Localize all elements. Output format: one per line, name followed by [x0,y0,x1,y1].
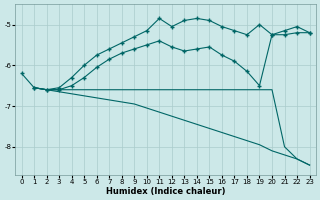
X-axis label: Humidex (Indice chaleur): Humidex (Indice chaleur) [106,187,225,196]
